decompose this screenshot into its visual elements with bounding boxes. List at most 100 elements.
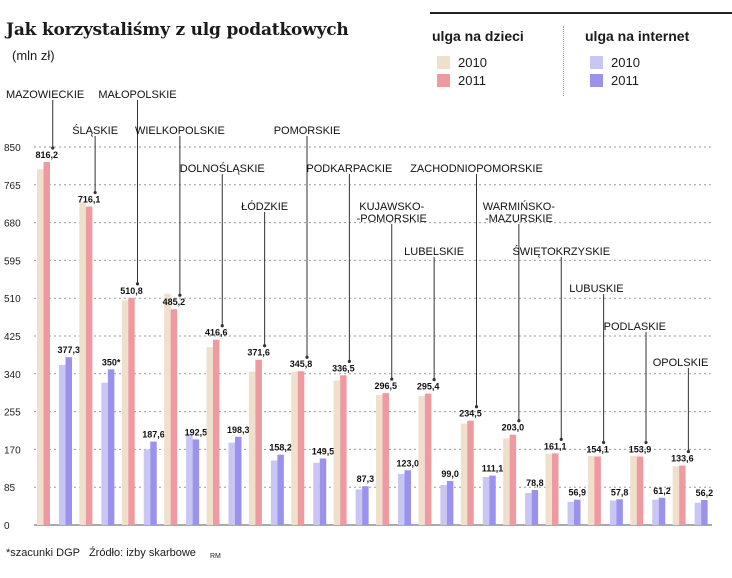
- leader-dot: [220, 324, 224, 328]
- footer-note: *szacunki DGP Źródło: izby skarbowe: [6, 547, 196, 559]
- bar: [170, 309, 178, 525]
- bar: [37, 169, 44, 525]
- bar: [143, 449, 151, 525]
- bar: [313, 462, 320, 525]
- leader-dot: [347, 359, 351, 363]
- legend-separator: [563, 26, 564, 96]
- data-label: 99,0: [441, 469, 459, 479]
- data-label: 296,5: [374, 381, 397, 391]
- bar: [319, 458, 327, 525]
- category-label: WARMIŃSKO-: [483, 200, 556, 213]
- bar: [694, 502, 702, 525]
- bar: [355, 489, 363, 525]
- category-label: MAŁOPOLSKIE: [98, 89, 176, 101]
- legend-swatch: [590, 74, 603, 87]
- bar: [636, 456, 644, 525]
- category-label: PODLASKIE: [604, 321, 666, 333]
- bar: [164, 293, 171, 525]
- y-tick-label: 340: [4, 370, 21, 381]
- bar: [652, 499, 659, 525]
- leader-dot: [51, 146, 55, 150]
- bar: [552, 453, 559, 525]
- bar: [446, 480, 454, 525]
- data-label: 153,9: [629, 445, 652, 455]
- data-label: 111,1: [482, 464, 504, 474]
- legend-item-dzieci-2010: 2010: [437, 55, 487, 70]
- data-label: 336,5: [332, 363, 355, 373]
- y-tick-label: 680: [4, 219, 21, 230]
- chart-subtitle: (mln zł): [12, 48, 55, 63]
- leader-dot: [474, 405, 479, 409]
- data-label: 61,2: [653, 486, 671, 496]
- data-label: 234,5: [459, 409, 482, 419]
- bar: [467, 420, 474, 525]
- credit: RM: [210, 553, 221, 560]
- bar: [679, 465, 686, 525]
- bar: [121, 300, 129, 525]
- data-label: 57,8: [611, 487, 629, 497]
- bar: [658, 497, 666, 525]
- bar: [489, 475, 496, 525]
- category-label: KUJAWSKO-: [359, 201, 424, 213]
- bar: [424, 393, 432, 525]
- legend-title-internet: ulga na internet: [585, 28, 690, 44]
- chart-title: Jak korzystaliśmy z ulg podatkowych: [6, 20, 349, 40]
- bar: [594, 456, 601, 525]
- category-label: LUBUSKIE: [569, 283, 623, 295]
- y-tick-label: 85: [4, 483, 16, 494]
- bar: [616, 499, 623, 525]
- data-label: 154,1: [586, 444, 609, 454]
- y-tick-label: 0: [4, 521, 10, 532]
- bar: [362, 486, 369, 525]
- leader-dot: [559, 437, 563, 441]
- data-label: 345,8: [290, 359, 313, 369]
- data-label: 350*: [102, 357, 121, 367]
- bar: [672, 466, 680, 525]
- data-label: 56,2: [696, 488, 714, 498]
- data-label: 161,1: [544, 441, 567, 451]
- bar: [150, 441, 157, 525]
- leader-dot: [517, 419, 521, 423]
- data-label: 716,1: [78, 195, 101, 205]
- bar: [255, 359, 262, 525]
- bar: [418, 396, 425, 525]
- data-label: 377,3: [57, 345, 80, 355]
- bar: [101, 382, 108, 525]
- bar: [503, 438, 510, 525]
- data-label: 295,4: [417, 382, 440, 392]
- bar: [85, 206, 93, 525]
- data-label: 78,8: [526, 478, 544, 488]
- bar: [186, 433, 193, 525]
- bar: [213, 339, 220, 525]
- bar: [340, 375, 347, 525]
- bar: [43, 162, 50, 525]
- bar: [525, 492, 532, 525]
- bar: [404, 470, 411, 525]
- bar: [382, 393, 389, 525]
- leader-dot: [135, 282, 140, 286]
- data-label: 87,3: [357, 474, 375, 484]
- data-label: 416,6: [205, 328, 228, 338]
- bar: [192, 439, 200, 525]
- leader-dot: [686, 449, 690, 454]
- data-label: 149,5: [312, 447, 335, 457]
- data-label: 816,2: [35, 150, 58, 160]
- data-label: 510,8: [120, 286, 143, 296]
- data-label: 198,3: [227, 425, 250, 435]
- data-label: 187,6: [142, 430, 165, 440]
- legend-label: 2011: [611, 73, 639, 88]
- bar: [248, 371, 256, 525]
- category-label: OPOLSKIE: [653, 357, 709, 369]
- data-label: 158,2: [269, 443, 292, 453]
- data-label: 203,0: [502, 423, 525, 433]
- bar: [65, 357, 72, 525]
- y-tick-label: 255: [4, 408, 21, 419]
- bar: [630, 456, 637, 525]
- category-label: ZACHODNIOPOMORSKIE: [410, 163, 543, 175]
- legend-label: 2010: [611, 55, 640, 70]
- category-label: ŁÓDZKIE: [241, 200, 288, 213]
- bar: [440, 484, 447, 525]
- bar: [531, 489, 539, 525]
- category-label: PODKARPACKIE: [306, 163, 392, 175]
